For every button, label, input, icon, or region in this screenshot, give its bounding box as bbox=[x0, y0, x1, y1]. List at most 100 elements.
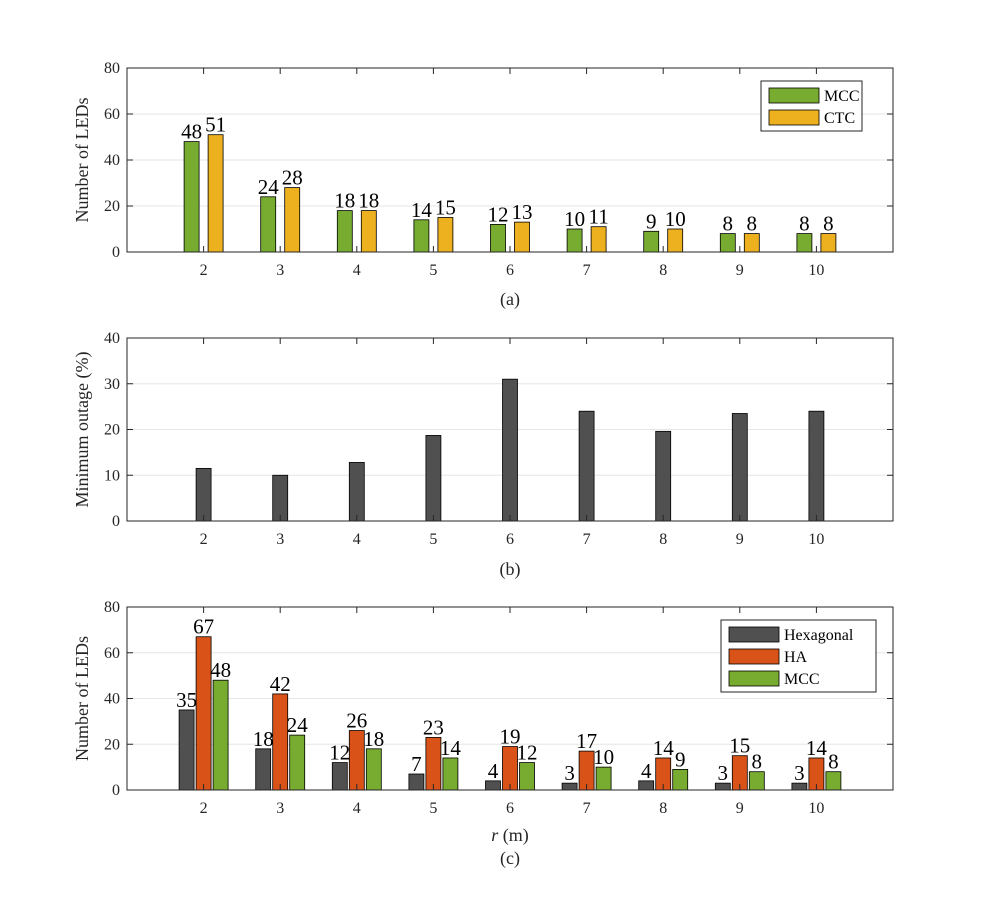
x-tick-label: 6 bbox=[506, 800, 514, 817]
data-label: 14 bbox=[653, 736, 675, 760]
bar-hexagonal bbox=[178, 709, 195, 791]
data-label: 14 bbox=[440, 736, 462, 760]
data-label: 11 bbox=[588, 205, 608, 229]
y-tick-label: 0 bbox=[112, 513, 120, 530]
bar-mcc bbox=[672, 769, 689, 791]
bar-ctc bbox=[667, 228, 684, 253]
data-label: 4 bbox=[488, 759, 499, 783]
y-tick-label: 60 bbox=[104, 106, 120, 123]
y-tick-label: 60 bbox=[104, 645, 120, 662]
legend: MCC CTC bbox=[760, 80, 863, 132]
data-label: 18 bbox=[334, 189, 355, 213]
bar-ctc bbox=[360, 210, 377, 253]
y-tick-label: 20 bbox=[104, 198, 120, 215]
bar-hexagonal bbox=[255, 748, 272, 791]
data-label: 9 bbox=[646, 209, 657, 233]
bar-minimum-outage bbox=[425, 435, 442, 522]
bar-mcc bbox=[365, 748, 382, 791]
bar-minimum-outage bbox=[731, 413, 748, 522]
axes-frame bbox=[126, 606, 894, 791]
data-label: 10 bbox=[665, 207, 686, 231]
data-label: 12 bbox=[329, 741, 350, 765]
x-tick-label: 9 bbox=[736, 531, 744, 548]
bar-mcc bbox=[796, 233, 813, 253]
y-tick-label: 10 bbox=[104, 467, 120, 484]
x-tick-label: 3 bbox=[276, 262, 284, 279]
chart-panel-2: 0 10 20 30 40 2 3 4 5 6 7 8 9 10 Minimum outage (%) (b) bbox=[72, 330, 894, 580]
data-label: 51 bbox=[205, 113, 226, 137]
subfigure-caption: (a) bbox=[500, 289, 520, 310]
data-label: 15 bbox=[729, 734, 750, 758]
bar-ctc bbox=[207, 134, 224, 253]
x-tick-label: 3 bbox=[276, 531, 284, 548]
data-label: 14 bbox=[411, 198, 433, 222]
bar-mcc bbox=[748, 771, 765, 791]
legend-swatch bbox=[768, 109, 820, 126]
bar-minimum-outage bbox=[272, 474, 289, 522]
data-label: 9 bbox=[675, 747, 686, 771]
data-label: 48 bbox=[181, 120, 202, 144]
y-axis-label: Number of LEDs bbox=[72, 636, 92, 761]
x-tick-label: 5 bbox=[429, 531, 437, 548]
bar-ctc bbox=[514, 221, 530, 253]
x-axis-label-unit: (m) bbox=[498, 825, 529, 846]
x-tick-label: 8 bbox=[659, 800, 667, 817]
y-tick-label: 0 bbox=[112, 782, 120, 799]
y-tick-label: 40 bbox=[104, 330, 120, 347]
bar-minimum-outage bbox=[348, 462, 365, 522]
bar-ctc bbox=[284, 187, 301, 253]
bar-ha bbox=[348, 730, 365, 791]
data-label: 3 bbox=[718, 761, 729, 785]
x-tick-label: 10 bbox=[808, 800, 824, 817]
data-label: 10 bbox=[593, 745, 614, 769]
bar-mcc bbox=[289, 734, 306, 791]
x-tick-label: 8 bbox=[659, 531, 667, 548]
x-tick-label: 5 bbox=[429, 800, 437, 817]
bar-minimum-outage bbox=[655, 430, 672, 522]
data-label: 28 bbox=[282, 166, 303, 190]
x-tick-label: 9 bbox=[736, 262, 744, 279]
legend-label: HA bbox=[784, 649, 808, 666]
data-label: 17 bbox=[576, 729, 597, 753]
legend-swatch bbox=[728, 670, 780, 687]
legend-label: Hexagonal bbox=[784, 627, 854, 644]
subfigure-caption: (b) bbox=[500, 559, 521, 580]
bar-mcc bbox=[413, 219, 430, 253]
data-label: 7 bbox=[411, 752, 422, 776]
x-tick-label: 6 bbox=[506, 531, 514, 548]
y-tick-label: 20 bbox=[104, 736, 120, 753]
data-label: 3 bbox=[794, 761, 805, 785]
x-tick-label: 4 bbox=[353, 262, 361, 279]
data-label: 8 bbox=[747, 212, 758, 236]
data-label: 23 bbox=[423, 715, 444, 739]
bar-ha bbox=[272, 693, 289, 791]
legend-label: MCC bbox=[784, 671, 820, 688]
bar-hexagonal bbox=[331, 762, 348, 791]
bar-mcc bbox=[442, 757, 459, 791]
bar-mcc bbox=[566, 228, 583, 253]
x-tick-label: 6 bbox=[506, 262, 514, 279]
x-tick-label: 7 bbox=[583, 800, 591, 817]
y-tick-label: 20 bbox=[104, 422, 120, 439]
x-tick-label: 2 bbox=[200, 800, 208, 817]
data-label: 24 bbox=[258, 175, 280, 199]
data-label: 19 bbox=[500, 725, 521, 749]
axes-frame bbox=[126, 337, 894, 522]
x-tick-label: 8 bbox=[659, 262, 667, 279]
bar-hexagonal bbox=[408, 773, 425, 791]
legend-label: CTC bbox=[824, 110, 855, 127]
axes-frame bbox=[126, 67, 894, 253]
y-tick-label: 80 bbox=[104, 599, 120, 616]
x-tick-label: 10 bbox=[808, 531, 824, 548]
bar-minimum-outage bbox=[578, 410, 595, 522]
data-label: 8 bbox=[799, 212, 810, 236]
subfigure-caption: (c) bbox=[500, 848, 520, 869]
bar-mcc bbox=[183, 141, 200, 253]
bar-minimum-outage bbox=[502, 378, 518, 522]
bar-minimum-outage bbox=[195, 467, 212, 522]
bar-mcc bbox=[260, 196, 277, 253]
bar-mcc bbox=[825, 771, 842, 791]
bar-ctc bbox=[590, 226, 607, 253]
